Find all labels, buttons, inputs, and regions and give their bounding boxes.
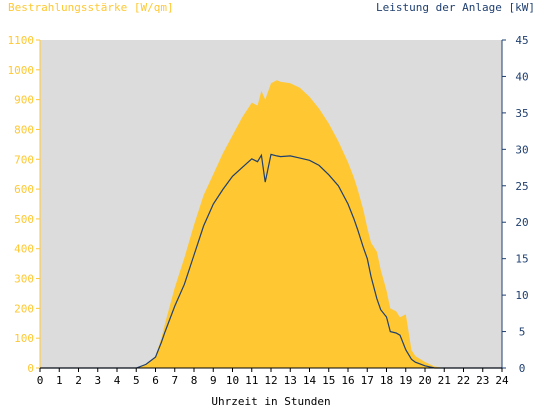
left-tick-label: 1000	[8, 64, 35, 77]
left-tick-label: 500	[14, 213, 34, 226]
right-tick-label: 25	[515, 180, 528, 193]
left-tick-label: 100	[14, 332, 34, 345]
right-tick-label: 15	[515, 253, 528, 266]
power-line	[40, 153, 502, 369]
right-tick-label: 20	[515, 216, 528, 229]
left-tick-label: 1100	[8, 34, 35, 47]
x-tick-label: 8	[191, 374, 198, 387]
x-tick-label: 19	[399, 374, 412, 387]
x-tick-label: 1	[56, 374, 63, 387]
x-axis-label: Uhrzeit in Stunden	[211, 395, 330, 408]
x-tick-label: 12	[264, 374, 277, 387]
x-tick-label: 17	[361, 374, 374, 387]
x-tick-label: 14	[303, 374, 317, 387]
left-tick-label: 0	[27, 362, 34, 375]
x-tick-label: 18	[380, 374, 393, 387]
x-tick-label: 6	[152, 374, 159, 387]
right-tick-label: 40	[515, 70, 528, 83]
x-tick-label: 9	[210, 374, 217, 387]
x-tick-label: 4	[114, 374, 121, 387]
x-tick-label: 0	[37, 374, 44, 387]
x-ticks: 0 1 2 3 4 5 6 7 8 9 10 11 12 13 14 15 16 17 18 19 20 21 22 23 24	[37, 368, 509, 387]
x-tick-label: 23	[476, 374, 489, 387]
right-tick-label: 0	[519, 362, 526, 375]
right-tick-label: 5	[519, 326, 526, 339]
left-tick-label: 300	[14, 273, 34, 286]
x-tick-label: 10	[226, 374, 239, 387]
right-y-ticks: 0 5 10 15 20 25 30 35 40 45	[502, 34, 529, 375]
x-tick-label: 11	[245, 374, 258, 387]
left-tick-label: 800	[14, 123, 34, 136]
right-axis-title: Leistung der Anlage [kW]	[376, 1, 535, 14]
x-tick-label: 21	[438, 374, 451, 387]
right-tick-label: 45	[515, 34, 528, 47]
left-y-ticks: 0 100 200 300 400 500 600 700 800 900 1000 1100	[8, 34, 40, 375]
x-tick-label: 15	[322, 374, 335, 387]
right-tick-label: 35	[515, 107, 528, 120]
x-tick-label: 2	[75, 374, 82, 387]
left-tick-label: 600	[14, 183, 34, 196]
left-axis-title: Bestrahlungsstärke [W/qm]	[8, 1, 174, 14]
x-tick-label: 7	[171, 374, 178, 387]
left-tick-label: 400	[14, 243, 34, 256]
left-tick-label: 700	[14, 153, 34, 166]
x-tick-label: 3	[94, 374, 101, 387]
right-tick-label: 10	[515, 289, 528, 302]
x-tick-label: 5	[133, 374, 140, 387]
left-tick-label: 900	[14, 94, 34, 107]
x-tick-label: 24	[495, 374, 509, 387]
x-tick-label: 20	[418, 374, 431, 387]
x-tick-label: 22	[457, 374, 470, 387]
left-tick-label: 200	[14, 302, 34, 315]
x-tick-label: 13	[284, 374, 297, 387]
right-tick-label: 30	[515, 143, 528, 156]
irradiance-area	[40, 80, 502, 369]
x-tick-label: 16	[341, 374, 354, 387]
